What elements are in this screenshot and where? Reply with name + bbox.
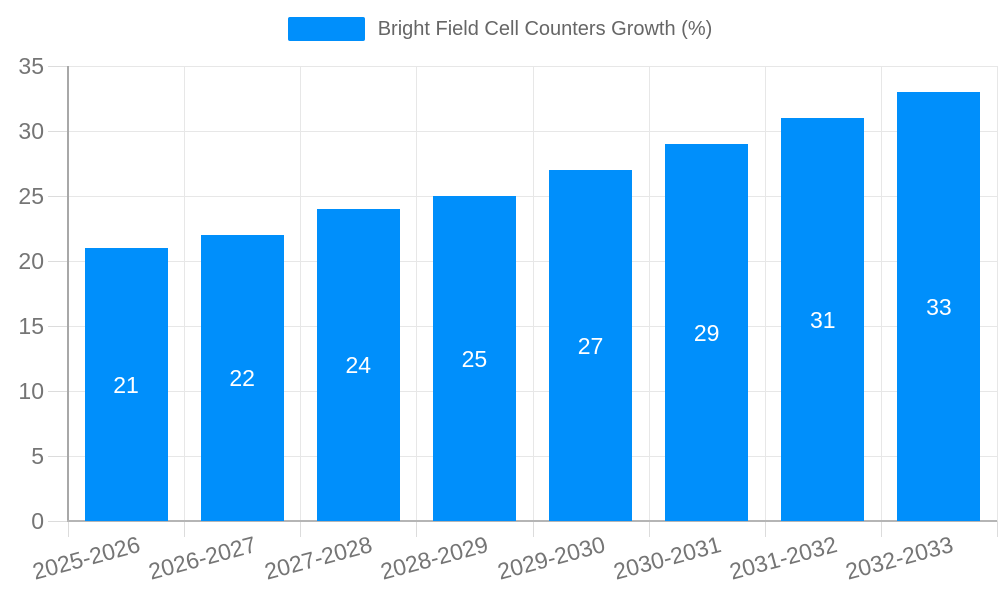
y-axis-line — [67, 66, 69, 522]
x-axis-tick — [648, 521, 650, 537]
x-axis-tick — [68, 521, 69, 537]
bar[interactable] — [781, 118, 865, 521]
y-axis-label: 20 — [18, 248, 44, 274]
y-axis-tick — [48, 196, 68, 197]
bar[interactable] — [549, 170, 633, 521]
x-axis-tick — [184, 521, 186, 537]
gridline-x — [300, 66, 302, 521]
x-axis-line — [67, 520, 997, 522]
x-axis-label: 2028-2029 — [378, 531, 492, 585]
y-axis-label: 0 — [31, 508, 44, 534]
x-axis-tick — [880, 521, 882, 537]
y-axis-tick — [48, 66, 68, 67]
bar-value-label: 25 — [461, 345, 488, 372]
y-axis-label: 35 — [18, 53, 44, 79]
x-axis-tick — [300, 521, 302, 537]
y-axis-tick — [48, 261, 68, 262]
gridline-x — [880, 66, 882, 521]
x-axis-label: 2029-2030 — [494, 531, 608, 585]
bar[interactable] — [316, 209, 400, 521]
x-axis-tick — [532, 521, 534, 537]
bar-value-label: 33 — [926, 293, 952, 320]
y-axis-tick — [48, 521, 68, 522]
bar[interactable] — [897, 92, 981, 521]
x-axis-tick — [416, 521, 418, 537]
y-axis-tick — [48, 326, 68, 327]
x-axis-label: 2025-2026 — [29, 531, 143, 585]
y-axis-label: 5 — [31, 443, 44, 469]
y-axis-tick — [48, 456, 68, 457]
gridline-x — [997, 66, 998, 521]
gridline-x — [532, 66, 534, 521]
x-axis-label: 2031-2032 — [726, 531, 840, 585]
y-axis-tick — [48, 131, 68, 132]
legend-label: Bright Field Cell Counters Growth (%) — [377, 18, 713, 40]
bar[interactable] — [84, 248, 168, 521]
x-axis-tick — [764, 521, 766, 537]
x-axis-label: 2030-2031 — [610, 531, 724, 585]
x-axis-tick — [997, 521, 998, 537]
legend[interactable]: Bright Field Cell Counters Growth (%) — [0, 17, 1000, 41]
x-axis-label: 2026-2027 — [145, 531, 259, 585]
gridline-x — [184, 66, 186, 521]
x-axis-label: 2027-2028 — [262, 531, 376, 585]
bar-value-label: 29 — [693, 319, 720, 346]
y-axis-label: 15 — [18, 313, 44, 339]
bar[interactable] — [665, 144, 749, 521]
bar[interactable] — [432, 196, 516, 521]
bar-value-label: 21 — [113, 371, 139, 398]
gridline-x — [416, 66, 418, 521]
y-axis-tick — [48, 391, 68, 392]
gridline-x — [764, 66, 766, 521]
bar-value-label: 27 — [577, 332, 604, 359]
y-axis-label: 30 — [18, 118, 44, 144]
bar[interactable] — [200, 235, 284, 521]
x-axis-label: 2032-2033 — [842, 531, 956, 585]
bar-value-label: 22 — [229, 365, 255, 391]
bar-value-label: 31 — [810, 306, 836, 333]
y-axis-label: 10 — [18, 378, 44, 404]
y-axis-label: 25 — [18, 183, 44, 209]
bar-value-label: 24 — [345, 352, 372, 378]
legend-marker — [287, 17, 365, 41]
gridline-x — [648, 66, 650, 521]
